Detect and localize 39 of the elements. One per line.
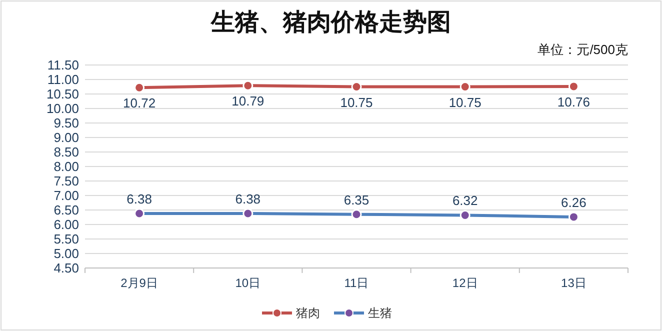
- y-tick-label: 6.50: [54, 202, 79, 218]
- y-tick-label: 9.50: [54, 116, 79, 130]
- point: [460, 82, 470, 92]
- data-label: 10.72: [123, 96, 156, 111]
- y-tick-label: 5.50: [54, 232, 79, 246]
- y-tick-label: 9.00: [54, 130, 79, 145]
- data-label: 6.38: [126, 191, 152, 206]
- y-tick-label: 8.00: [54, 159, 79, 174]
- x-tick-label: 2月9日: [120, 276, 158, 290]
- data-label: 6.26: [561, 194, 586, 210]
- data-label: 6.35: [344, 192, 370, 208]
- text: 单位：元/500克: [538, 42, 628, 57]
- y-tick-label: 7.00: [54, 188, 79, 203]
- point: [568, 81, 579, 92]
- y-tick-label: 4.50: [54, 260, 79, 276]
- legend-label: 猪肉: [296, 306, 320, 320]
- data-label: 10.76: [557, 94, 590, 110]
- data-label: 6.32: [452, 193, 478, 208]
- data-label: 6.38: [235, 191, 261, 206]
- point: [134, 82, 145, 93]
- y-tick-label: 5.00: [54, 246, 79, 261]
- y-tick-label: 11.50: [47, 58, 79, 72]
- y-tick-label: 10.50: [46, 86, 79, 102]
- y-tick-label: 7.50: [54, 174, 79, 188]
- chart-title: 生猪、猪肉价格走势图: [210, 9, 451, 36]
- x-tick-label: 10日: [235, 276, 261, 290]
- legend-label: 生猪: [368, 306, 392, 320]
- x-tick-label: 12日: [452, 276, 478, 290]
- y-tick-label: 6.00: [54, 217, 79, 232]
- y-tick-label: 11.00: [47, 72, 79, 87]
- data-label: 10.75: [340, 94, 373, 110]
- point: [351, 82, 362, 92]
- data-label: 10.79: [232, 94, 264, 109]
- x-tick-label: 13日: [561, 276, 586, 290]
- point: [242, 80, 254, 91]
- x-tick-label: 11日: [344, 276, 369, 290]
- y-tick-label: 10.00: [46, 101, 79, 116]
- data-label: 10.75: [448, 94, 482, 110]
- y-tick-label: 8.50: [54, 144, 79, 160]
